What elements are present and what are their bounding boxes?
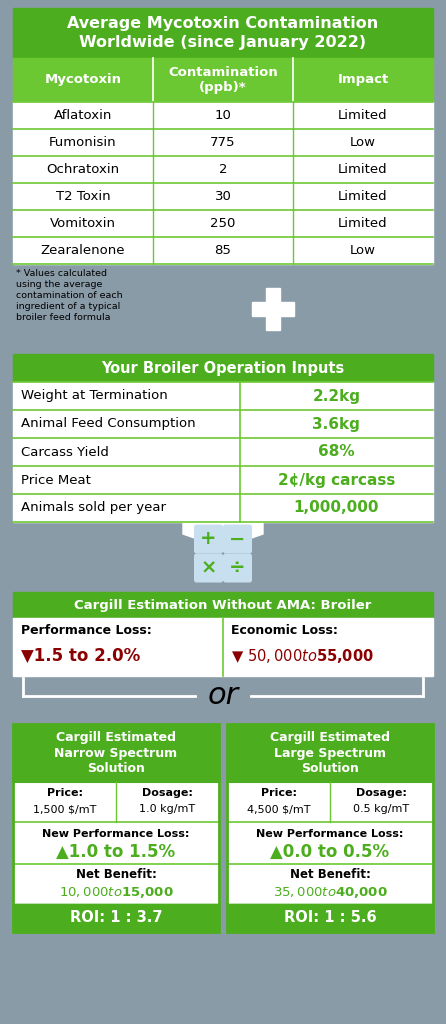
Text: ▼ $50,000 to $55,000: ▼ $50,000 to $55,000 [231,647,374,665]
Text: New Performance Loss:: New Performance Loss: [256,829,404,839]
Text: or: or [207,682,239,711]
Text: 1,500 $/mT: 1,500 $/mT [33,804,96,814]
Bar [13,618,433,676]
Text: Low: Low [350,244,376,257]
Bar [13,183,433,210]
Bar [13,592,433,618]
Text: 2.2kg: 2.2kg [312,388,360,403]
Text: Economic Loss:: Economic Loss: [231,624,338,637]
Text: Carcass Yield: Carcass Yield [21,445,109,459]
Text: Fumonisin: Fumonisin [49,136,117,150]
Text: Mycotoxin: Mycotoxin [45,74,121,86]
Text: Ochratoxin: Ochratoxin [46,163,120,176]
Polygon shape [183,522,263,548]
Text: Price:: Price: [46,788,83,798]
Bar [13,724,219,932]
Text: Impact: Impact [337,74,388,86]
Text: Limited: Limited [338,217,388,230]
Bar [13,864,219,904]
Bar [13,156,433,183]
Bar [227,904,433,932]
Text: 2: 2 [219,163,227,176]
Text: Vomitoxin: Vomitoxin [50,217,116,230]
Bar [227,724,433,782]
Text: Limited: Limited [338,163,388,176]
Text: $35,000 to $40,000: $35,000 to $40,000 [273,885,388,899]
Text: Net Benefit:: Net Benefit: [289,868,371,882]
Text: Dosage:: Dosage: [142,788,193,798]
Text: Limited: Limited [338,190,388,203]
Text: Animals sold per year: Animals sold per year [21,502,166,514]
Bar [13,382,433,410]
Text: T2 Toxin: T2 Toxin [56,190,110,203]
Bar [13,210,433,237]
Text: ▲0.0 to 0.5%: ▲0.0 to 0.5% [270,843,389,861]
Bar [13,822,219,864]
FancyBboxPatch shape [223,524,252,554]
Text: 68%: 68% [318,444,355,460]
Text: ROI: 1 : 5.6: ROI: 1 : 5.6 [284,910,376,926]
Text: 250: 250 [211,217,235,230]
Text: −: − [229,529,246,549]
Bar [13,129,433,156]
Bar [13,494,433,522]
Bar [227,782,433,822]
Text: Dosage:: Dosage: [356,788,407,798]
Bar [13,782,219,822]
Text: Limited: Limited [338,109,388,122]
Text: Animal Feed Consumption: Animal Feed Consumption [21,418,196,430]
Text: 85: 85 [215,244,231,257]
Text: Your Broiler Operation Inputs: Your Broiler Operation Inputs [101,360,345,376]
Text: +: + [200,529,217,549]
Bar [13,410,433,438]
Text: 2¢/kg carcass: 2¢/kg carcass [278,472,395,487]
Text: 3.6kg: 3.6kg [313,417,360,431]
Text: Weight at Termination: Weight at Termination [21,389,168,402]
Bar [13,58,433,102]
Bar [13,904,219,932]
Text: 0.5 kg/mT: 0.5 kg/mT [353,804,409,814]
Text: * Values calculated
using the average
contamination of each
ingredient of a typi: * Values calculated using the average co… [16,269,123,323]
FancyBboxPatch shape [194,524,223,554]
Text: ROI: 1 : 3.7: ROI: 1 : 3.7 [70,910,162,926]
Bar [266,288,281,330]
Bar [13,102,433,129]
Text: ▲1.0 to 1.5%: ▲1.0 to 1.5% [57,843,176,861]
Text: $10,000 to $15,000: $10,000 to $15,000 [58,885,173,899]
Text: 10: 10 [215,109,231,122]
Text: Zearalenone: Zearalenone [41,244,125,257]
FancyBboxPatch shape [194,554,223,583]
Text: Performance Loss:: Performance Loss: [21,624,152,637]
Bar [13,354,433,382]
Bar [227,724,433,932]
Bar [13,237,433,264]
Text: New Performance Loss:: New Performance Loss: [42,829,190,839]
Text: 4,500 $/mT: 4,500 $/mT [247,804,310,814]
Text: 775: 775 [210,136,236,150]
Text: 30: 30 [215,190,231,203]
Bar [13,724,219,782]
FancyBboxPatch shape [223,554,252,583]
Bar [13,8,433,58]
Text: ÷: ÷ [229,558,246,578]
Text: Cargill Estimated
Narrow Spectrum
Solution: Cargill Estimated Narrow Spectrum Soluti… [54,730,178,775]
Bar [13,466,433,494]
Text: Price:: Price: [260,788,297,798]
Text: ▼1.5 to 2.0%: ▼1.5 to 2.0% [21,647,140,665]
Text: 1.0 kg/mT: 1.0 kg/mT [140,804,195,814]
Text: Contamination
(ppb)*: Contamination (ppb)* [168,66,278,94]
Bar [13,438,433,466]
Text: Low: Low [350,136,376,150]
Bar [227,822,433,864]
Text: Price Meat: Price Meat [21,473,91,486]
Text: Average Mycotoxin Contamination
Worldwide (since January 2022): Average Mycotoxin Contamination Worldwid… [67,16,379,50]
Text: Net Benefit:: Net Benefit: [75,868,157,882]
Text: Aflatoxin: Aflatoxin [54,109,112,122]
Text: Cargill Estimated
Large Spectrum
Solution: Cargill Estimated Large Spectrum Solutio… [270,730,390,775]
Text: ×: × [200,558,217,578]
Bar [252,302,294,316]
Text: Cargill Estimation Without AMA: Broiler: Cargill Estimation Without AMA: Broiler [74,598,372,611]
Text: 1,000,000: 1,000,000 [293,501,379,515]
Bar [227,864,433,904]
